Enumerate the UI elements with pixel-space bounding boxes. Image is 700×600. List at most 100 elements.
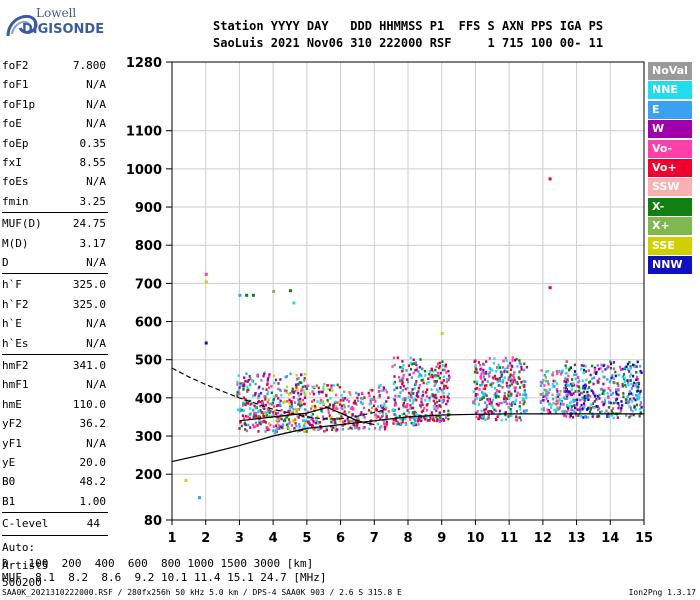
param-value: 3.25 [79, 194, 107, 208]
echo-point [601, 400, 604, 404]
echo-point [332, 418, 335, 422]
echo-point [330, 420, 333, 424]
echo-point [442, 364, 445, 367]
echo-point [626, 362, 629, 366]
auto-text: Auto: [2, 540, 36, 554]
echo-point [403, 396, 406, 400]
echo-point [544, 376, 547, 379]
echo-point [361, 402, 364, 405]
legend-item: SSW [648, 178, 692, 197]
echo-point [408, 391, 411, 395]
param-row: h`F 325.0 [0, 275, 108, 294]
echo-point [612, 361, 615, 364]
echo-point [312, 392, 315, 396]
echo-point [635, 383, 638, 386]
echo-point [496, 366, 499, 370]
echo-point [571, 408, 574, 412]
echo-point [246, 385, 249, 389]
echo-point [344, 413, 347, 416]
echo-point [497, 363, 500, 367]
echo-point [612, 377, 616, 380]
echo-point [544, 394, 547, 398]
echo-point [298, 423, 301, 426]
echo-point [342, 411, 345, 415]
echo-point [300, 389, 303, 393]
echo-point [396, 356, 399, 360]
echo-point [561, 402, 564, 406]
echo-point [546, 381, 550, 384]
echo-point [612, 367, 616, 370]
echo-point [441, 381, 444, 385]
param-value: N/A [86, 175, 106, 189]
echo-point [510, 368, 513, 371]
echo-point [315, 384, 318, 387]
echo-point [606, 367, 609, 370]
param-value: 325.0 [72, 278, 106, 292]
echo-point [277, 419, 281, 423]
param-label: M(D) [2, 236, 29, 250]
param-label: h`F [2, 278, 22, 292]
echo-point [636, 385, 640, 389]
echo-point [279, 388, 282, 392]
echo-point [569, 366, 572, 369]
echo-point [378, 394, 381, 397]
echo-point [500, 372, 503, 376]
echo-point [510, 414, 513, 417]
echo-point [369, 399, 372, 402]
echo-point [622, 392, 625, 395]
echo-point [525, 365, 528, 369]
echo-point [638, 393, 641, 396]
echo-point [509, 408, 512, 411]
echo-point [581, 398, 584, 401]
echo-point [589, 380, 592, 383]
echo-point [593, 394, 597, 398]
echo-point [343, 405, 347, 409]
echo-point [481, 390, 484, 394]
echo-point [478, 388, 481, 391]
echo-point [311, 405, 314, 408]
echo-point [497, 395, 500, 398]
y-tick-label: 800 [135, 239, 162, 254]
echo-point [504, 396, 507, 400]
echo-point [504, 418, 508, 421]
echo-point [333, 421, 336, 424]
echo-point [383, 402, 386, 406]
echo-point [491, 398, 495, 402]
echo-point [286, 400, 289, 403]
echo-point [513, 358, 517, 362]
echo-point [401, 382, 404, 386]
echo-point [424, 417, 427, 421]
echo-point [489, 383, 492, 386]
echo-point [481, 370, 484, 373]
y-tick-label: 500 [135, 354, 162, 369]
echo-point [431, 375, 434, 379]
echo-point [509, 379, 513, 383]
echo-point [485, 404, 488, 407]
echo-point [560, 371, 563, 374]
echo-point [428, 396, 431, 400]
echo-point [417, 390, 420, 393]
echo-point [236, 408, 240, 412]
echo-point [503, 400, 506, 404]
echo-point [334, 400, 337, 404]
echo-point [420, 395, 423, 398]
echo-point [498, 409, 502, 413]
echo-point [507, 390, 510, 394]
echo-point [636, 360, 639, 364]
echo-point [568, 415, 572, 419]
echo-point [402, 403, 405, 407]
echo-point [410, 376, 413, 379]
echo-point [266, 410, 269, 413]
echo-point [599, 388, 603, 391]
echo-point [311, 385, 314, 389]
echo-point [547, 383, 550, 386]
echo-point [433, 419, 436, 422]
echo-point [268, 373, 271, 376]
echo-point [442, 379, 445, 382]
echo-point [308, 423, 312, 427]
echo-point [619, 411, 622, 415]
echo-point [399, 365, 402, 369]
echo-point [394, 413, 397, 417]
echo-point [359, 400, 363, 404]
echo-point [339, 399, 342, 402]
